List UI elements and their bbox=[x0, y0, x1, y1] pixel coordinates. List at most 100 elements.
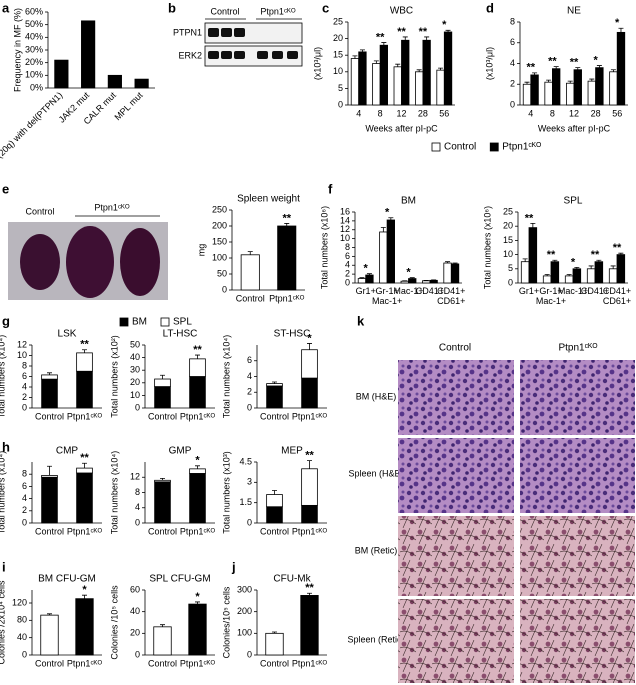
spleen bbox=[120, 228, 160, 296]
x-tick-label: Ptpn1ᶜᴷᴼ bbox=[67, 411, 103, 421]
bar bbox=[154, 378, 171, 387]
y-axis-label: Total numbers (x10⁴) bbox=[0, 451, 6, 534]
bar bbox=[266, 494, 283, 508]
bar bbox=[379, 231, 388, 284]
y-axis-label: (x10³/μl) bbox=[484, 47, 494, 80]
x-tick-label: Control bbox=[148, 411, 177, 421]
error-bar bbox=[195, 465, 200, 469]
y-axis-label: Total numbers (x10⁴) bbox=[221, 335, 231, 418]
x-tick-label: Ptpn1ᶜᴷᴼ bbox=[180, 526, 216, 536]
chart: 0 5 10 15 20 25 SPL Total numbers (x10⁶) Gr1+ ** G… bbox=[482, 196, 631, 307]
y-tick-label: 10 bbox=[503, 249, 513, 259]
y-tick-label: 50% bbox=[25, 19, 43, 29]
x-tick-label: Control bbox=[260, 411, 289, 421]
error-bar bbox=[618, 252, 624, 255]
y-tick-label: 40 bbox=[17, 632, 27, 642]
y-tick-label: 12 bbox=[340, 224, 350, 234]
y-tick-label: 40 bbox=[130, 352, 140, 362]
y-tick-label: 0 bbox=[247, 402, 252, 412]
error-bar bbox=[553, 66, 559, 69]
bar bbox=[189, 468, 206, 474]
histology: Control Ptpn1ᶜᴷᴼ BM (H&E) Spleen (H&E) B… bbox=[347, 343, 635, 683]
error-bar bbox=[567, 80, 573, 84]
y-tick-label: 0 bbox=[338, 99, 343, 109]
chart-title: LT-HSC bbox=[163, 329, 198, 340]
significance: * bbox=[364, 263, 369, 275]
label-line: Mac-1+ bbox=[372, 296, 402, 306]
y-tick-label: 0 bbox=[22, 517, 27, 527]
y-axis-label: Colonies /10⁵ cells bbox=[109, 585, 119, 660]
legend-swatch bbox=[119, 317, 129, 327]
bar bbox=[41, 476, 58, 524]
chart-title: Spleen weight bbox=[237, 194, 300, 205]
bar bbox=[573, 69, 582, 106]
bar bbox=[408, 278, 417, 284]
error-bar bbox=[307, 343, 312, 350]
y-axis-label: Total numbers (x10⁶) bbox=[319, 206, 329, 289]
error-bar bbox=[47, 465, 52, 476]
panel-letter: a bbox=[2, 0, 10, 15]
error-bar bbox=[272, 381, 277, 384]
x-tick-label: Gr1+ bbox=[356, 286, 376, 296]
y-tick-label: 20 bbox=[130, 377, 140, 387]
bar bbox=[443, 262, 452, 284]
significance: * bbox=[615, 17, 620, 29]
column-header: Control bbox=[439, 343, 471, 354]
significance: ** bbox=[305, 582, 314, 594]
bar bbox=[75, 598, 94, 656]
bar bbox=[522, 83, 532, 106]
bar bbox=[154, 479, 171, 483]
x-tick-label: Ptpn1ᶜᴷᴼ bbox=[269, 293, 305, 303]
chart-title: CFU-Mk bbox=[273, 574, 311, 585]
y-tick-label: 20 bbox=[503, 221, 513, 231]
bar bbox=[372, 63, 381, 106]
bar bbox=[76, 467, 93, 474]
x-tick-label: Ptpn1ᶜᴷᴼ bbox=[292, 411, 328, 421]
y-axis-label: Total numbers (x10³) bbox=[221, 451, 231, 534]
label-line: Gr-1+ bbox=[375, 286, 398, 296]
error-bar bbox=[352, 55, 358, 59]
bar bbox=[76, 472, 93, 524]
x-tick-label: Control bbox=[260, 526, 289, 536]
y-tick-label: 2 bbox=[247, 387, 252, 397]
y-tick-label: 0 bbox=[22, 402, 27, 412]
error-bar bbox=[247, 251, 253, 255]
error-bar bbox=[359, 49, 365, 52]
chart: 0 20 40 60 SPL CFU-GM Colonies /10⁵ cells Cont… bbox=[109, 574, 215, 669]
blot-group: Ptpn1ᶜᴷᴼ bbox=[260, 6, 296, 16]
western-blot: Control Ptpn1ᶜᴷᴼ PTPN1 ERK2 bbox=[173, 6, 303, 67]
bar bbox=[616, 31, 626, 106]
y-tick-label: 6 bbox=[247, 355, 252, 365]
y-tick-label: 40 bbox=[130, 606, 140, 616]
bar bbox=[189, 376, 206, 409]
y-axis-label: (x10³/μl) bbox=[312, 47, 322, 80]
bar bbox=[240, 254, 260, 291]
error-bar bbox=[416, 69, 422, 72]
bar bbox=[357, 278, 367, 284]
bar bbox=[552, 68, 561, 106]
bar bbox=[587, 80, 596, 106]
y-tick-label: 40% bbox=[25, 32, 43, 42]
y-tick-label: 20 bbox=[333, 33, 343, 43]
y-tick-label: 4 bbox=[135, 502, 140, 512]
x-tick-label: Ptpn1ᶜᴷᴼ bbox=[180, 658, 216, 668]
blot-strip bbox=[204, 22, 303, 44]
significance: ** bbox=[282, 212, 291, 224]
significance: * bbox=[442, 19, 447, 31]
y-axis-label: Total numbers (x10²) bbox=[109, 335, 119, 418]
y-axis-label: Total numbers (x10⁴) bbox=[0, 335, 6, 418]
y-tick-label: 0% bbox=[30, 82, 43, 92]
bar bbox=[76, 352, 93, 372]
bar bbox=[76, 370, 93, 409]
micrograph bbox=[520, 438, 635, 513]
y-tick-label: 6 bbox=[22, 481, 27, 491]
blot-group: Control bbox=[210, 6, 239, 16]
protein-label: PTPN1 bbox=[173, 27, 202, 37]
error-bar bbox=[589, 78, 595, 82]
y-tick-label: 5 bbox=[508, 263, 513, 273]
label-line: Mac-1+ bbox=[536, 296, 566, 306]
y-tick-label: 4.5 bbox=[239, 456, 252, 466]
error-bar bbox=[160, 477, 165, 481]
